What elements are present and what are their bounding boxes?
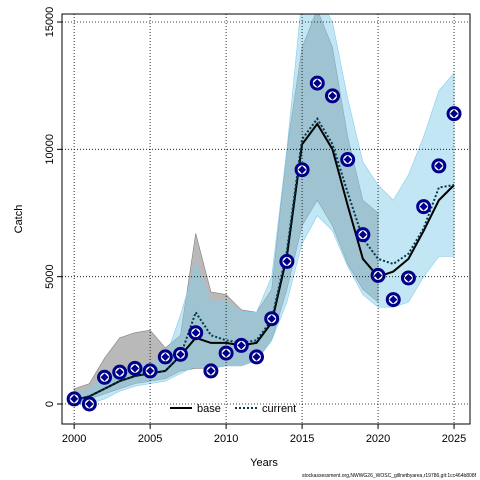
catch-point-diamond — [343, 155, 352, 164]
x-tick-label: 2015 — [290, 433, 314, 445]
x-tick-label: 2000 — [62, 433, 86, 445]
y-tick-label: 5000 — [44, 264, 56, 288]
catch-point-diamond — [115, 368, 124, 377]
catch-point-diamond — [252, 352, 261, 361]
y-tick-label: 15000 — [44, 7, 56, 38]
x-axis-label: Years — [250, 457, 278, 469]
catch-point-diamond — [191, 328, 200, 337]
catch-point-diamond — [328, 91, 337, 100]
x-tick-label: 2005 — [138, 433, 162, 445]
x-tick-label: 2025 — [442, 433, 466, 445]
catch-point-diamond — [419, 202, 428, 211]
x-tick-label: 2010 — [214, 433, 238, 445]
legend-label: current — [262, 403, 296, 415]
footer: stockassessment.org,NWWG26_WOSC_gillnetb… — [302, 473, 477, 479]
catch-point-diamond — [176, 350, 185, 359]
plot-frame — [61, 13, 471, 425]
catch-point-diamond — [100, 373, 109, 382]
catch-point-diamond — [358, 230, 367, 239]
y-tick-label: 10000 — [44, 134, 56, 165]
catch-point-diamond — [130, 364, 139, 373]
catch-point-diamond — [404, 273, 413, 282]
catch-point-diamond — [313, 79, 322, 88]
y-tick-label: 0 — [44, 401, 56, 407]
x-tick-label: 2020 — [366, 433, 390, 445]
catch-point-diamond — [434, 161, 443, 170]
catch-point-diamond — [237, 341, 246, 350]
catch-point-diamond — [146, 366, 155, 375]
catch-point-diamond — [206, 366, 215, 375]
catch-point-diamond — [282, 257, 291, 266]
line — [73, 116, 455, 402]
legend-label: base — [197, 403, 221, 415]
y-axis-label: Catch — [13, 205, 25, 234]
catch-point-diamond — [161, 352, 170, 361]
catch-point-diamond — [267, 314, 276, 323]
catch-point-diamond — [389, 295, 398, 304]
catch-point-diamond — [298, 165, 307, 174]
plot-area — [66, 14, 462, 412]
